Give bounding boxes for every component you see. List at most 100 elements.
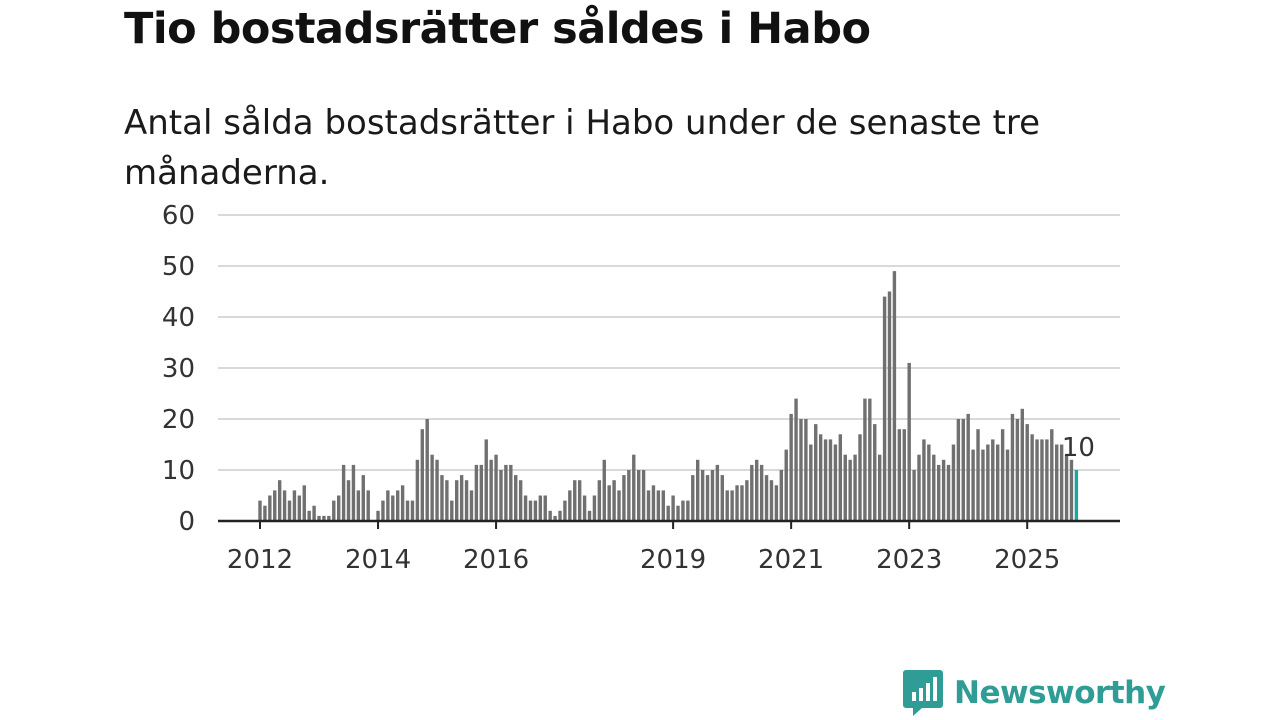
bar <box>1010 413 1015 521</box>
bar <box>696 459 700 521</box>
bar <box>868 398 872 521</box>
bar <box>568 490 572 521</box>
bar <box>892 271 897 521</box>
y-tick-label: 60 <box>162 201 195 231</box>
bar <box>307 510 311 521</box>
bar <box>405 500 410 521</box>
bar <box>292 490 297 521</box>
bar <box>538 495 543 521</box>
bar <box>430 454 434 521</box>
bar <box>317 515 321 521</box>
x-tick-label: 2012 <box>227 545 293 575</box>
bar <box>774 485 779 521</box>
bar <box>651 485 656 521</box>
bar <box>656 490 661 521</box>
bar <box>946 464 951 521</box>
bar <box>459 475 464 521</box>
bar <box>691 475 695 521</box>
bar <box>1000 429 1005 521</box>
bar <box>558 510 562 521</box>
bar <box>351 464 356 521</box>
bar <box>543 495 547 521</box>
bar <box>469 490 474 521</box>
bar <box>445 480 449 521</box>
bar <box>755 459 759 521</box>
bar <box>612 480 616 521</box>
bar <box>332 500 336 521</box>
y-tick-label: 50 <box>162 252 195 282</box>
y-tick-label: 0 <box>178 507 195 537</box>
bar <box>361 475 365 521</box>
bar <box>415 459 420 521</box>
bar <box>287 500 292 521</box>
bar <box>597 480 602 521</box>
x-tick-label: 2023 <box>876 545 942 575</box>
bar <box>671 495 675 521</box>
bar <box>1050 429 1054 521</box>
bar <box>740 485 744 521</box>
bar <box>376 510 380 521</box>
bar <box>553 515 557 521</box>
bar <box>858 434 862 521</box>
gridlines <box>218 214 1120 471</box>
bar <box>622 475 626 521</box>
bar <box>750 464 754 521</box>
bar <box>322 515 326 521</box>
bar <box>932 454 936 521</box>
bar <box>789 413 793 521</box>
bar <box>346 480 351 521</box>
bar <box>838 434 843 521</box>
bar <box>499 470 503 521</box>
bar <box>730 490 734 521</box>
bar <box>745 480 749 521</box>
bar <box>450 500 454 521</box>
bar <box>941 459 946 521</box>
bar <box>514 475 518 521</box>
bar <box>991 439 995 521</box>
bar <box>479 464 484 521</box>
y-tick-label: 20 <box>162 405 195 435</box>
bar <box>976 429 980 521</box>
bar <box>391 495 395 521</box>
bar <box>356 490 361 521</box>
bar <box>971 449 975 521</box>
bar <box>882 296 887 521</box>
bar <box>764 475 769 521</box>
bar <box>602 459 606 521</box>
bar <box>1064 454 1069 521</box>
y-tick-label: 40 <box>162 303 195 333</box>
bar <box>366 490 370 521</box>
chart-title: Tio bostadsrätter såldes i Habo <box>124 4 871 54</box>
bar <box>769 480 774 521</box>
bar <box>814 424 818 521</box>
last-value-label: 10 <box>1062 433 1095 463</box>
bar <box>577 480 582 521</box>
bar <box>282 490 287 521</box>
bar <box>573 480 577 521</box>
chart-subtitle: Antal sålda bostadsrätter i Habo under d… <box>124 103 1040 193</box>
bar <box>686 500 690 521</box>
bar <box>897 429 902 521</box>
bar <box>799 419 803 521</box>
bar <box>607 485 611 521</box>
bar <box>504 464 508 521</box>
brand-name: Newsworthy <box>954 675 1166 711</box>
bar <box>582 495 587 521</box>
bar <box>509 464 513 521</box>
bar <box>779 470 784 521</box>
bar <box>917 454 921 521</box>
bar <box>646 490 651 521</box>
newsworthy-logo-icon <box>903 670 943 716</box>
bar <box>410 500 415 521</box>
bar <box>936 464 941 521</box>
bar <box>912 470 916 521</box>
bar <box>720 475 724 521</box>
bar <box>528 500 533 521</box>
bar <box>277 480 282 521</box>
bar <box>784 449 788 521</box>
y-tick-label: 10 <box>162 456 195 486</box>
bar <box>1015 419 1020 521</box>
y-tick-label: 30 <box>162 354 195 384</box>
bar <box>759 464 764 521</box>
bar <box>297 495 302 521</box>
